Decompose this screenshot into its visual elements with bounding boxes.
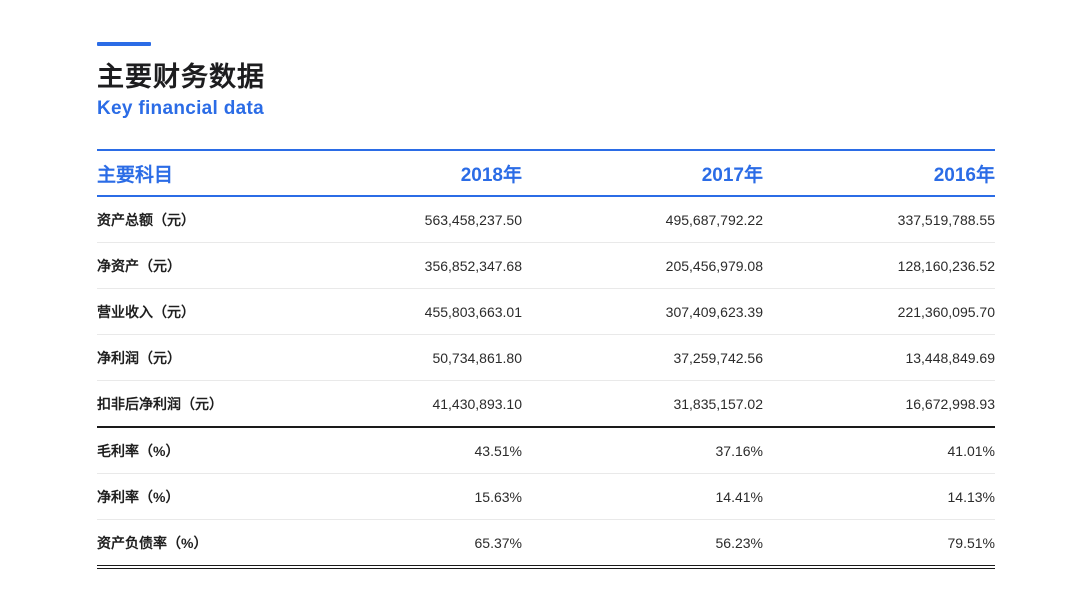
cell-2016: 13,448,849.69: [905, 349, 995, 366]
row-label: 净利率（%）: [97, 488, 180, 505]
cell-2016: 14.13%: [947, 488, 995, 505]
row-label: 营业收入（元）: [97, 303, 195, 320]
cell-2018: 43.51%: [474, 442, 522, 459]
page-title: 主要财务数据: [97, 62, 265, 92]
row-label: 资产负债率（%）: [97, 534, 208, 551]
row-label: 净资产（元）: [97, 257, 181, 274]
cell-2018: 65.37%: [474, 534, 522, 551]
table-header-row: 主要科目 2018年 2017年 2016年: [97, 149, 995, 198]
cell-2016: 79.51%: [947, 534, 995, 551]
table-row-net-margin: 净利率（%） 15.63% 14.41% 14.13%: [97, 474, 995, 521]
report-content: 主要财务数据 Key financial data 主要科目 2018年 201…: [97, 42, 995, 570]
cell-2017: 31,835,157.02: [673, 395, 763, 412]
table-row-net-profit: 净利润（元） 50,734,861.80 37,259,742.56 13,44…: [97, 335, 995, 382]
cell-2018: 41,430,893.10: [432, 395, 522, 412]
table-row-debt-ratio: 资产负债率（%） 65.37% 56.23% 79.51%: [97, 520, 995, 565]
cell-2017: 37,259,742.56: [673, 349, 763, 366]
table-row-adjusted-net-profit: 扣非后净利润（元） 41,430,893.10 31,835,157.02 16…: [97, 381, 995, 429]
cell-2018: 50,734,861.80: [432, 349, 522, 366]
cell-2018: 563,458,237.50: [424, 211, 522, 228]
table-row-total-assets: 资产总额（元） 563,458,237.50 495,687,792.22 33…: [97, 197, 995, 244]
row-label: 毛利率（%）: [97, 442, 180, 459]
page-subtitle: Key financial data: [97, 98, 264, 120]
accent-bar: [97, 42, 151, 46]
row-label: 扣非后净利润（元）: [97, 395, 223, 412]
cell-2018: 15.63%: [474, 488, 522, 505]
cell-2017: 37.16%: [715, 442, 763, 459]
cell-2017: 14.41%: [715, 488, 763, 505]
column-header-2017: 2017年: [701, 164, 763, 186]
row-label: 资产总额（元）: [97, 211, 195, 228]
cell-2016: 337,519,788.55: [897, 211, 995, 228]
cell-2017: 307,409,623.39: [665, 303, 763, 320]
column-header-2018: 2018年: [460, 164, 522, 186]
financial-table: 主要科目 2018年 2017年 2016年 资产总额（元） 563,458,2…: [97, 149, 995, 570]
cell-2018: 455,803,663.01: [424, 303, 522, 320]
table-row-revenue: 营业收入（元） 455,803,663.01 307,409,623.39 22…: [97, 289, 995, 336]
table-row-net-assets: 净资产（元） 356,852,347.68 205,456,979.08 128…: [97, 243, 995, 290]
column-header-subject: 主要科目: [97, 164, 174, 186]
cell-2017: 56.23%: [715, 534, 763, 551]
cell-2016: 221,360,095.70: [897, 303, 995, 320]
cell-2016: 128,160,236.52: [897, 257, 995, 274]
column-header-2016: 2016年: [933, 164, 995, 186]
cell-2017: 205,456,979.08: [665, 257, 763, 274]
cell-2016: 16,672,998.93: [905, 395, 995, 412]
cell-2016: 41.01%: [947, 442, 995, 459]
cell-2018: 356,852,347.68: [424, 257, 522, 274]
cell-2017: 495,687,792.22: [665, 211, 763, 228]
row-label: 净利润（元）: [97, 349, 181, 366]
table-row-gross-margin: 毛利率（%） 43.51% 37.16% 41.01%: [97, 428, 995, 475]
